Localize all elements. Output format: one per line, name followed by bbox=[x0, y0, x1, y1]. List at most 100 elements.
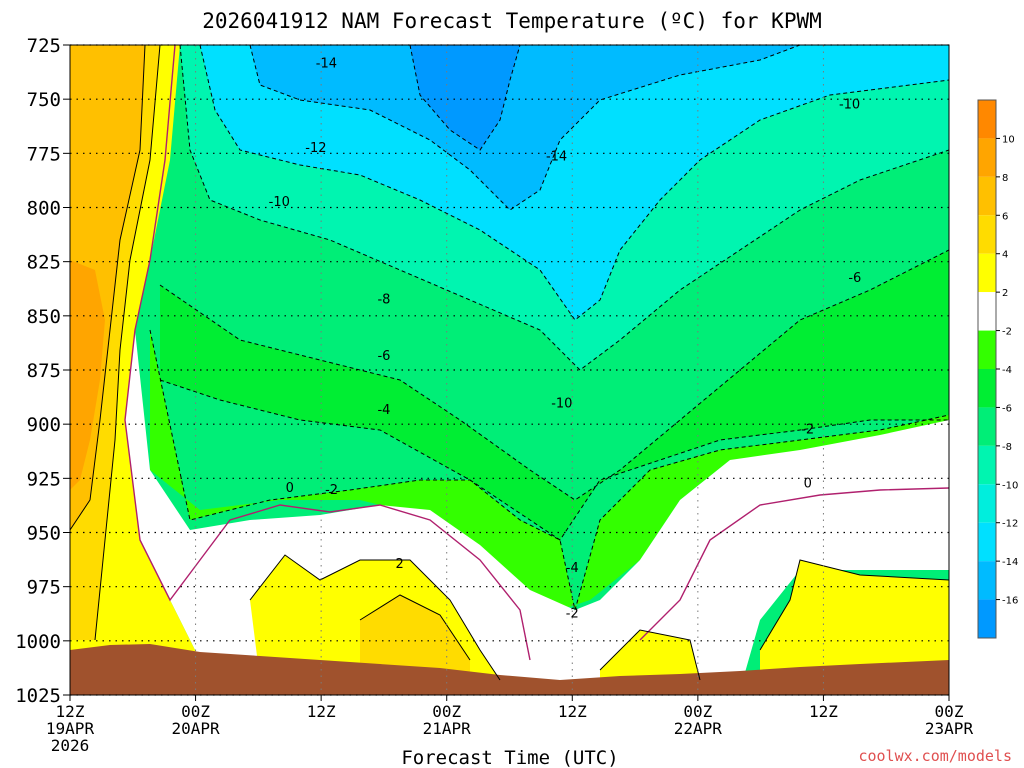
contour-lines bbox=[70, 45, 949, 681]
colorbar: 10 8 6 4 2 -2 -4 -6 -8 -10 -12 -14 -16 bbox=[977, 99, 1018, 639]
x-tick-label: 22APR bbox=[674, 719, 723, 738]
y-tick-label: 750 bbox=[27, 89, 61, 111]
contour-label: -6 bbox=[377, 349, 390, 364]
y-tick-label: 775 bbox=[27, 143, 61, 165]
x-axis-label: Forecast Time (UTC) bbox=[401, 747, 618, 768]
contour-line bbox=[359, 594, 471, 661]
colorbar-bin bbox=[978, 445, 996, 485]
x-tick-label: 21APR bbox=[423, 719, 472, 738]
contour-label: -8 bbox=[377, 293, 390, 308]
x-tick-label: 12Z bbox=[809, 702, 838, 721]
temperature-fill-bands bbox=[70, 45, 949, 695]
contour-line bbox=[199, 45, 949, 321]
colorbar-label: -6 bbox=[1002, 403, 1012, 414]
colorbar-bin bbox=[978, 522, 996, 562]
y-tick-label: 825 bbox=[27, 252, 61, 274]
y-tick-label: 875 bbox=[27, 360, 61, 382]
colorbar-bin bbox=[978, 599, 996, 638]
x-tick-label: 2026 bbox=[51, 736, 90, 755]
ground bbox=[70, 644, 949, 695]
contour-label: -14 bbox=[546, 150, 567, 165]
y-tick-label: 1000 bbox=[15, 631, 61, 653]
colorbar-label: -8 bbox=[1002, 442, 1012, 453]
colorbar-label: 2 bbox=[1002, 288, 1008, 299]
colorbar-bin bbox=[978, 100, 996, 139]
contour-line bbox=[179, 45, 949, 371]
contour-labels: -14 -10 -12 -14 -10 -8 -6 -6 -4 -10 -2 0 -2 0 2 -4 -2 bbox=[269, 56, 862, 621]
contour-line bbox=[149, 329, 949, 611]
colorbar-label: 4 bbox=[1002, 250, 1008, 261]
contour-line bbox=[409, 45, 521, 151]
colorbar-label: -4 bbox=[1002, 365, 1012, 376]
contour-zero-line bbox=[124, 45, 531, 661]
colorbar-label: -2 bbox=[1002, 327, 1012, 338]
contour-line bbox=[94, 45, 161, 641]
contour-zero-line bbox=[639, 487, 949, 641]
colorbar-label: 10 bbox=[1002, 134, 1015, 145]
contour-label: -2 bbox=[801, 423, 814, 438]
x-tick-label: 12Z bbox=[56, 702, 85, 721]
contour-line bbox=[599, 629, 701, 681]
contour-label: -10 bbox=[269, 195, 290, 210]
colorbar-label: -10 bbox=[1002, 480, 1018, 491]
band-yellow-pocket-far-right bbox=[760, 560, 949, 670]
y-tick-label: 1025 bbox=[15, 685, 61, 707]
x-tick-label: 20APR bbox=[171, 719, 220, 738]
contour-line bbox=[759, 559, 949, 651]
colorbar-bin bbox=[978, 176, 996, 216]
colorbar-bin bbox=[978, 215, 996, 254]
colorbar-label: -16 bbox=[1002, 596, 1018, 607]
band-light-green bbox=[150, 330, 949, 610]
chart-title: 2026041912 NAM Forecast Temperature (ºC)… bbox=[202, 9, 822, 33]
colorbar-bin bbox=[978, 138, 996, 177]
y-axis-ticks: 725 750 775 800 825 850 875 900 925 950 975 1000 102… bbox=[15, 35, 70, 707]
colorbar-bin bbox=[978, 253, 996, 293]
contour-label: 0 bbox=[804, 477, 812, 492]
colorbar-label: 6 bbox=[1002, 211, 1008, 222]
x-tick-label: 00Z bbox=[935, 702, 964, 721]
colorbar-bin bbox=[978, 330, 996, 369]
contour-label: -2 bbox=[566, 607, 579, 622]
colorbar-label: -14 bbox=[1002, 557, 1018, 568]
colorbar-bin bbox=[978, 292, 996, 331]
band-yellow-pocket-right bbox=[600, 630, 700, 680]
contour-label: -6 bbox=[848, 271, 861, 286]
colorbar-bin bbox=[978, 407, 996, 446]
contour-line bbox=[249, 554, 501, 681]
colorbar-bin bbox=[978, 369, 996, 408]
contour-label: -12 bbox=[305, 141, 326, 156]
colorbar-label: 8 bbox=[1002, 173, 1008, 184]
colorbar-label: -12 bbox=[1002, 519, 1018, 530]
x-tick-label: 12Z bbox=[558, 702, 587, 721]
contour-label: -10 bbox=[551, 397, 572, 412]
band-gold-warm-pocket bbox=[360, 595, 470, 680]
contour-label: -4 bbox=[377, 403, 390, 418]
x-tick-label: 00Z bbox=[432, 702, 461, 721]
band-darker-blue bbox=[410, 45, 520, 150]
contour-label: -14 bbox=[316, 56, 337, 71]
contour-label: 0 bbox=[286, 481, 294, 496]
y-tick-label: 850 bbox=[27, 306, 61, 328]
y-tick-label: 900 bbox=[27, 414, 61, 436]
x-tick-label: 00Z bbox=[683, 702, 712, 721]
contour-line bbox=[70, 45, 146, 531]
y-tick-label: 950 bbox=[27, 523, 61, 545]
x-tick-label: 12Z bbox=[307, 702, 336, 721]
band-dark-orange-left bbox=[70, 260, 105, 490]
band-mid-green bbox=[160, 250, 949, 540]
contour-label: -2 bbox=[325, 483, 338, 498]
x-tick-label: 19APR bbox=[46, 719, 95, 738]
contour-label: 2 bbox=[395, 557, 403, 572]
colorbar-bin bbox=[978, 561, 996, 600]
watermark: coolwx.com/models bbox=[858, 747, 1012, 765]
band-blue bbox=[250, 45, 800, 210]
y-tick-label: 725 bbox=[27, 35, 61, 57]
colorbar-bin bbox=[978, 484, 996, 523]
contour-label: -10 bbox=[839, 98, 860, 113]
contour-line bbox=[159, 379, 949, 541]
x-tick-label: 00Z bbox=[181, 702, 210, 721]
y-tick-label: 800 bbox=[27, 198, 61, 220]
y-tick-label: 975 bbox=[27, 577, 61, 599]
